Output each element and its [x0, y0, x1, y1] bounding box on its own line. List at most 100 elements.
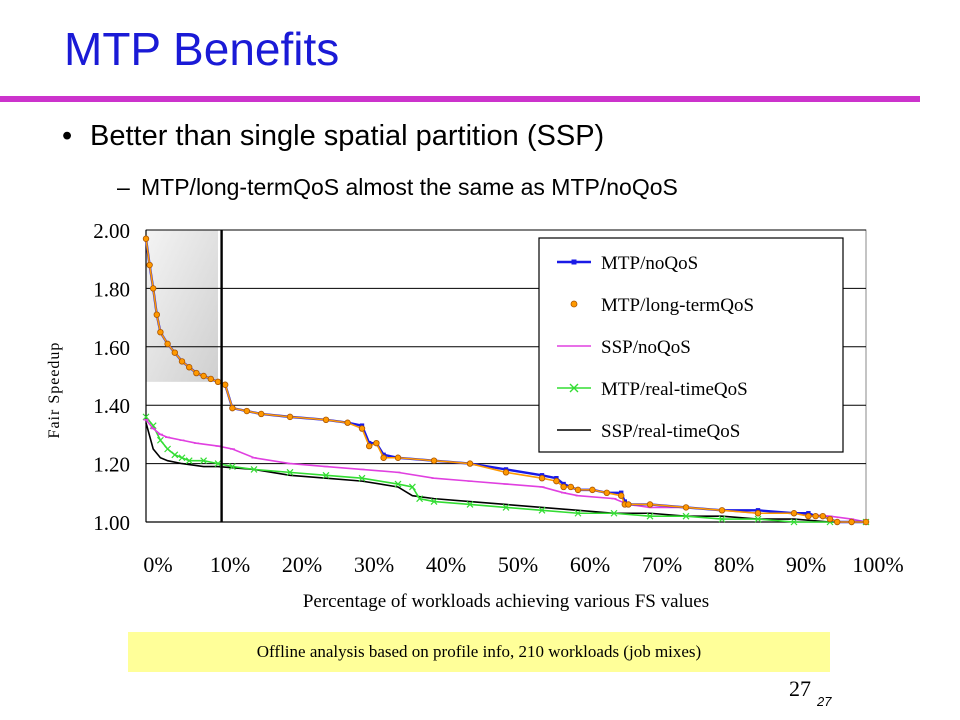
- page-number: 27: [789, 676, 811, 701]
- data-point: [754, 515, 762, 523]
- x-tick-label: 90%: [786, 552, 826, 577]
- legend-item: MTP/noQoS: [557, 253, 698, 274]
- data-point: [826, 515, 834, 523]
- legend-item: MTP/long-termQoS: [570, 295, 754, 316]
- data-point: [408, 483, 416, 491]
- data-point: [610, 509, 618, 517]
- title-rule: [0, 96, 920, 102]
- data-point: [250, 466, 258, 473]
- data-point: [646, 512, 654, 520]
- page-number-small: 27: [817, 694, 832, 709]
- data-point: [430, 457, 438, 464]
- data-point: [157, 329, 164, 336]
- data-point: [200, 372, 207, 380]
- legend: MTP/noQoS MTP/long-termQoS SSP/noQoS MTP/re…: [538, 237, 844, 453]
- bullet-main: • Better than single spatial partition (S…: [62, 120, 604, 153]
- x-tick-label: 80%: [714, 552, 754, 577]
- data-point: [790, 510, 798, 517]
- legend-item: SSP/noQoS: [557, 337, 691, 358]
- data-point: [142, 235, 150, 242]
- legend-swatch-marker: [571, 259, 577, 265]
- data-point: [366, 442, 373, 450]
- x-tick-label: 70%: [642, 552, 682, 577]
- data-point: [358, 474, 366, 482]
- data-point: [171, 451, 179, 459]
- x-tick-label: 40%: [426, 552, 466, 577]
- data-point: [286, 468, 294, 476]
- data-point: [171, 349, 178, 356]
- legend-box: [538, 237, 844, 453]
- data-point: [373, 439, 380, 447]
- legend-label: MTP/long-termQoS: [601, 295, 754, 316]
- data-point: [560, 483, 567, 491]
- bullet-sub: – MTP/long-termQoS almost the same as MTP…: [117, 174, 678, 201]
- legend-swatch-marker: [570, 300, 578, 308]
- bullet-sub-text: MTP/long-termQoS almost the same as MTP/…: [141, 174, 678, 200]
- data-point: [574, 486, 582, 494]
- bullet-dash: –: [117, 174, 130, 200]
- series-line: [145, 422, 866, 523]
- slide-title: MTP Benefits: [64, 23, 340, 75]
- y-tick-label: 2.00: [93, 219, 130, 243]
- data-point: [221, 381, 229, 388]
- data-point: [430, 498, 438, 505]
- data-point: [207, 375, 214, 383]
- data-point: [200, 457, 208, 465]
- data-point: [178, 454, 186, 462]
- x-tick-label: 10%: [210, 552, 250, 577]
- series-ssp-real-timeqos: [145, 422, 866, 523]
- data-point: [185, 364, 193, 371]
- footnote-box: Offline analysis based on profile info, …: [128, 632, 830, 672]
- x-axis-label: Percentage of workloads achieving variou…: [303, 591, 709, 612]
- data-point: [646, 501, 654, 508]
- data-point: [754, 510, 762, 517]
- x-tick-label: 60%: [570, 552, 610, 577]
- data-point: [149, 285, 157, 292]
- data-point: [228, 463, 236, 470]
- data-point: [805, 512, 812, 520]
- x-tick-label: 50%: [498, 552, 538, 577]
- data-point: [286, 413, 294, 421]
- x-tick-label: 30%: [354, 552, 394, 577]
- data-point: [164, 340, 171, 348]
- data-point: [394, 480, 402, 488]
- y-tick-label: 1.80: [93, 277, 130, 301]
- data-point: [322, 416, 330, 423]
- legend-swatch-marker: [569, 383, 579, 393]
- data-point: [156, 436, 164, 444]
- data-point: [819, 512, 826, 520]
- y-tick-label: 1.60: [93, 336, 130, 360]
- data-point: [603, 489, 610, 496]
- highlight-region: [146, 230, 218, 382]
- data-point: [834, 518, 841, 526]
- data-point: [718, 507, 726, 514]
- data-point: [164, 445, 172, 453]
- data-point: [229, 404, 236, 412]
- data-point: [848, 518, 855, 526]
- data-point: [718, 515, 726, 523]
- series-mtp-long-termqos: [142, 235, 870, 526]
- data-point: [358, 425, 366, 432]
- series-mtp-real-timeqos: [142, 413, 870, 526]
- data-point: [214, 378, 222, 386]
- data-point: [142, 413, 150, 421]
- legend-item: MTP/real-timeQoS: [557, 379, 748, 400]
- data-point: [344, 419, 351, 426]
- legend-label: SSP/noQoS: [601, 337, 691, 358]
- legend-label: MTP/real-timeQoS: [601, 379, 748, 400]
- data-point: [193, 369, 200, 377]
- data-point: [538, 475, 546, 482]
- data-point: [178, 358, 186, 365]
- data-point: [214, 460, 222, 468]
- data-point: [502, 469, 510, 476]
- x-tick-label: 0%: [143, 552, 172, 577]
- y-tick-label: 1.40: [93, 394, 130, 418]
- data-point: [146, 261, 153, 269]
- data-point: [567, 483, 574, 491]
- data-point: [682, 512, 690, 520]
- data-point: [502, 503, 510, 511]
- data-point: [538, 506, 546, 514]
- data-point: [625, 501, 632, 508]
- legend-item: SSP/real-timeQoS: [557, 421, 740, 442]
